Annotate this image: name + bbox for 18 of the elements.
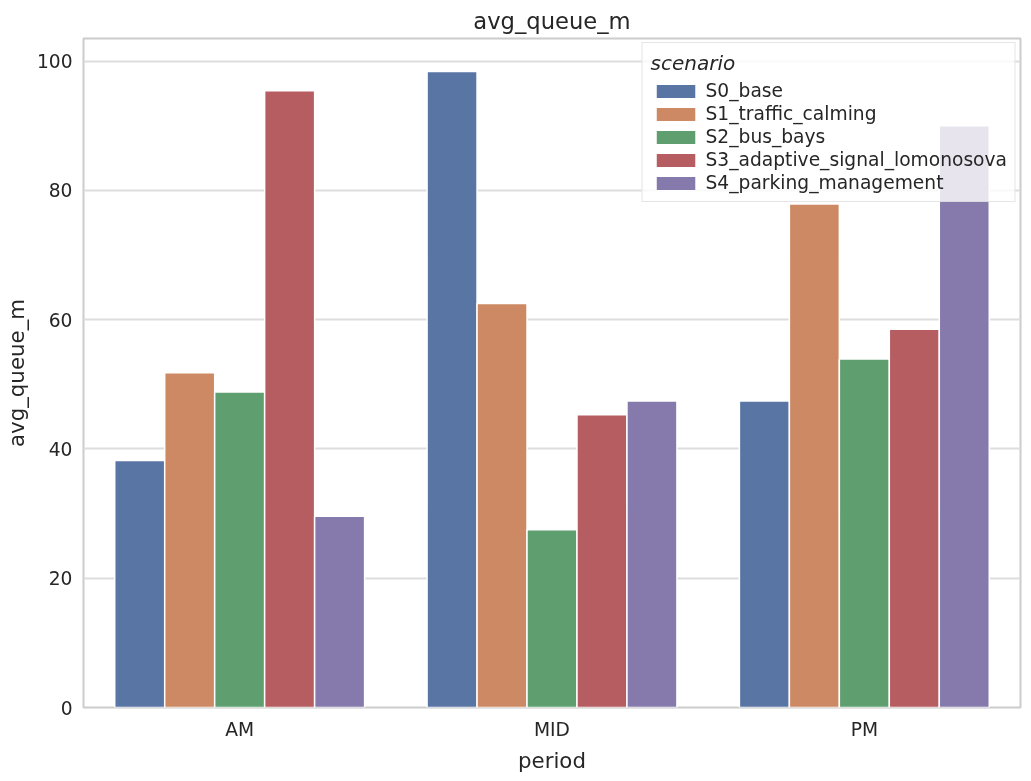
x-axis-title: period: [518, 747, 586, 773]
legend-label: S4_parking_management: [705, 172, 944, 193]
y-tick-label: 40: [48, 438, 73, 460]
legend-label: S1_traffic_calming: [705, 103, 877, 124]
legend-label: S0_base: [705, 80, 784, 101]
y-axis-title: avg_queue_m: [3, 298, 29, 448]
legend-label: S2_bus_bays: [705, 126, 826, 147]
y-tick-label: 80: [48, 180, 73, 202]
y-tick-label: 60: [48, 309, 73, 331]
y-tick-label: 100: [36, 51, 73, 73]
chart-title: avg_queue_m: [473, 7, 631, 34]
x-tick-label: AM: [225, 718, 255, 740]
x-tick-label: MID: [534, 718, 570, 740]
legend-title: scenario: [650, 51, 737, 75]
y-tick-label: 0: [60, 697, 73, 719]
legend-label: S3_adaptive_signal_lomonosova: [705, 149, 1007, 170]
y-tick-label: 20: [48, 568, 73, 590]
x-tick-label: PM: [850, 718, 879, 740]
